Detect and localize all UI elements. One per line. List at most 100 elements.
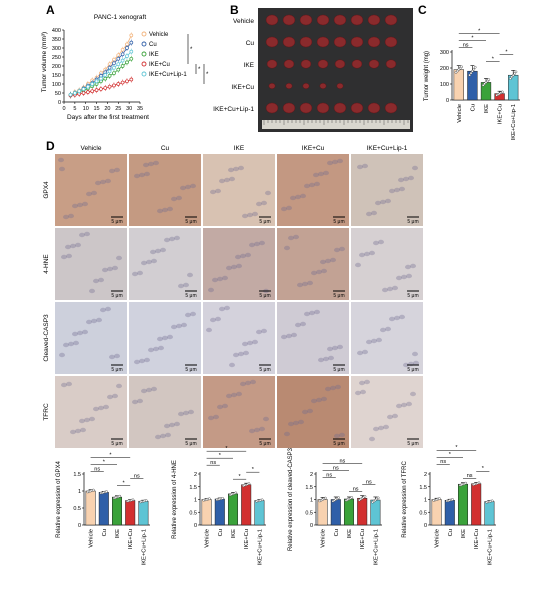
ihc-nucleus: [84, 231, 90, 237]
ihc-nucleus: [79, 418, 85, 424]
tumor-sample: [265, 36, 279, 48]
bar-category-label: Cu: [334, 529, 340, 536]
ihc-nucleus: [408, 175, 414, 181]
panel-a-data-point: [116, 67, 121, 72]
bar-chart-y-tick-label: 1: [78, 489, 81, 495]
tumor-sample: [299, 14, 313, 26]
data-dot: [337, 496, 340, 500]
comparison-label: *: [123, 480, 126, 486]
bar-chart: 0 0.5 1 1.5 2 Vehicle Cu IKE IKE+Cu IKE+Cu+Lip-1 R…: [402, 445, 496, 565]
bar-category-label: Vehicle: [205, 529, 211, 548]
data-dot: [105, 490, 108, 493]
ihc-nucleus: [316, 269, 322, 275]
ihc-nucleus: [210, 189, 216, 195]
ihc-nucleus: [339, 432, 345, 438]
ihc-tile: [277, 376, 349, 448]
ihc-nucleus: [389, 188, 395, 194]
panel-a-data-point: [94, 79, 99, 84]
comparison-label: *: [449, 452, 452, 458]
ihc-nucleus: [183, 282, 189, 288]
ihc-nucleus: [229, 362, 235, 368]
bar-chart-y-tick-label: 0.5: [419, 510, 427, 516]
comparison-label: *: [471, 35, 474, 41]
scale-bar-label: 5 μm: [111, 219, 122, 225]
tumor-sample: [319, 83, 327, 89]
ihc-nucleus: [307, 408, 313, 414]
ihc-nucleus: [256, 329, 262, 335]
ihc-nucleus: [311, 270, 317, 276]
tumor-sample: [350, 36, 364, 48]
ihc-nucleus: [396, 275, 402, 281]
ihc-nucleus: [359, 380, 365, 386]
ihc-nucleus: [82, 329, 88, 335]
ihc-nucleus: [77, 330, 83, 336]
ihc-nucleus: [219, 178, 225, 184]
bar: [111, 496, 123, 526]
ihc-nucleus: [107, 266, 113, 272]
ihc-nucleus: [247, 340, 253, 346]
ihc-nucleus: [98, 405, 104, 411]
data-dot: [510, 75, 514, 79]
tumor-sample: [333, 14, 347, 26]
ihc-nucleus: [412, 165, 418, 171]
ihc-nucleus: [144, 357, 150, 363]
panel-a-sig-mark: *: [206, 72, 209, 78]
ihc-nucleus: [155, 248, 161, 254]
bar-chart: 0 0.5 1 1.5 2 Vehicle Cu IKE IKE+Cu IKE+Cu+Lip-1 R…: [172, 446, 266, 565]
ihc-nucleus: [112, 265, 118, 271]
ihc-nucleus: [265, 190, 271, 196]
ihc-nucleus: [291, 332, 297, 338]
bar-chart-ylabel: Relative expression of TFRC: [402, 461, 408, 538]
ihc-nucleus: [68, 213, 74, 219]
panel-a-y-tick-label: 50: [55, 91, 61, 97]
data-dot: [208, 497, 211, 501]
tumor-sample: [367, 36, 381, 48]
ihc-nucleus: [298, 419, 304, 425]
ihc-nucleus: [398, 177, 404, 183]
data-dot: [472, 67, 476, 71]
panel-a-series-group: [68, 32, 134, 99]
ihc-nucleus: [325, 386, 331, 392]
scale-bar-label: 5 μm: [333, 293, 344, 299]
ihc-nucleus: [132, 399, 138, 405]
panel-c-bar-chart: 0 100 200 300 Vehicle Cu IKE IKE+Cu IKE+Cu+Lip-1…: [424, 28, 520, 140]
bar: [453, 69, 464, 101]
ihc-nucleus: [254, 427, 260, 433]
data-dot: [247, 482, 251, 485]
ruler-body: [262, 120, 410, 129]
ihc-nucleus: [190, 183, 196, 189]
panel-a-y-tick-label: 200: [52, 64, 61, 70]
ihc-nucleus: [217, 276, 223, 282]
bar-chart-y-tick-label: 1: [310, 498, 313, 504]
ihc-nucleus: [86, 191, 92, 197]
bar-chart-y-tick-label: 1.5: [305, 485, 313, 491]
panel-a-data-point: [120, 64, 125, 68]
ihc-nucleus: [394, 315, 400, 321]
data-dot: [477, 481, 481, 485]
ihc-tile: [129, 376, 201, 448]
panel-a-legend: Vehicle Cu IKE IKE+Cu IKE+Cu+Lip-1: [141, 31, 187, 78]
ihc-nucleus: [243, 350, 249, 356]
ihc-nucleus: [323, 170, 329, 176]
ihc-nucleus: [224, 177, 230, 183]
panel-a-x-tick-label: 0: [62, 106, 65, 112]
ihc-nucleus: [144, 171, 150, 177]
ihc-nucleus: [307, 280, 313, 286]
ihc-nucleus: [109, 168, 115, 174]
tumor-sample: [299, 36, 313, 48]
ihc-nucleus: [403, 362, 409, 368]
ihc-nucleus: [327, 346, 333, 352]
ihc-nucleus: [167, 206, 173, 212]
bar-category-label: IKE: [347, 529, 353, 538]
ihc-nucleus: [86, 319, 92, 325]
ihc-nucleus: [242, 341, 248, 347]
panel-a-data-point: [107, 69, 112, 74]
bar-category-label: IKE+Cu: [244, 529, 250, 549]
ihc-nucleus: [321, 268, 327, 274]
ihc-nucleus: [399, 314, 405, 320]
panel-a-data-point: [129, 77, 134, 82]
panel-a-x-tick-label: 5: [73, 106, 76, 112]
ihc-nucleus: [213, 414, 219, 420]
ihc-nucleus: [219, 306, 225, 312]
ihc-nucleus: [210, 317, 216, 323]
